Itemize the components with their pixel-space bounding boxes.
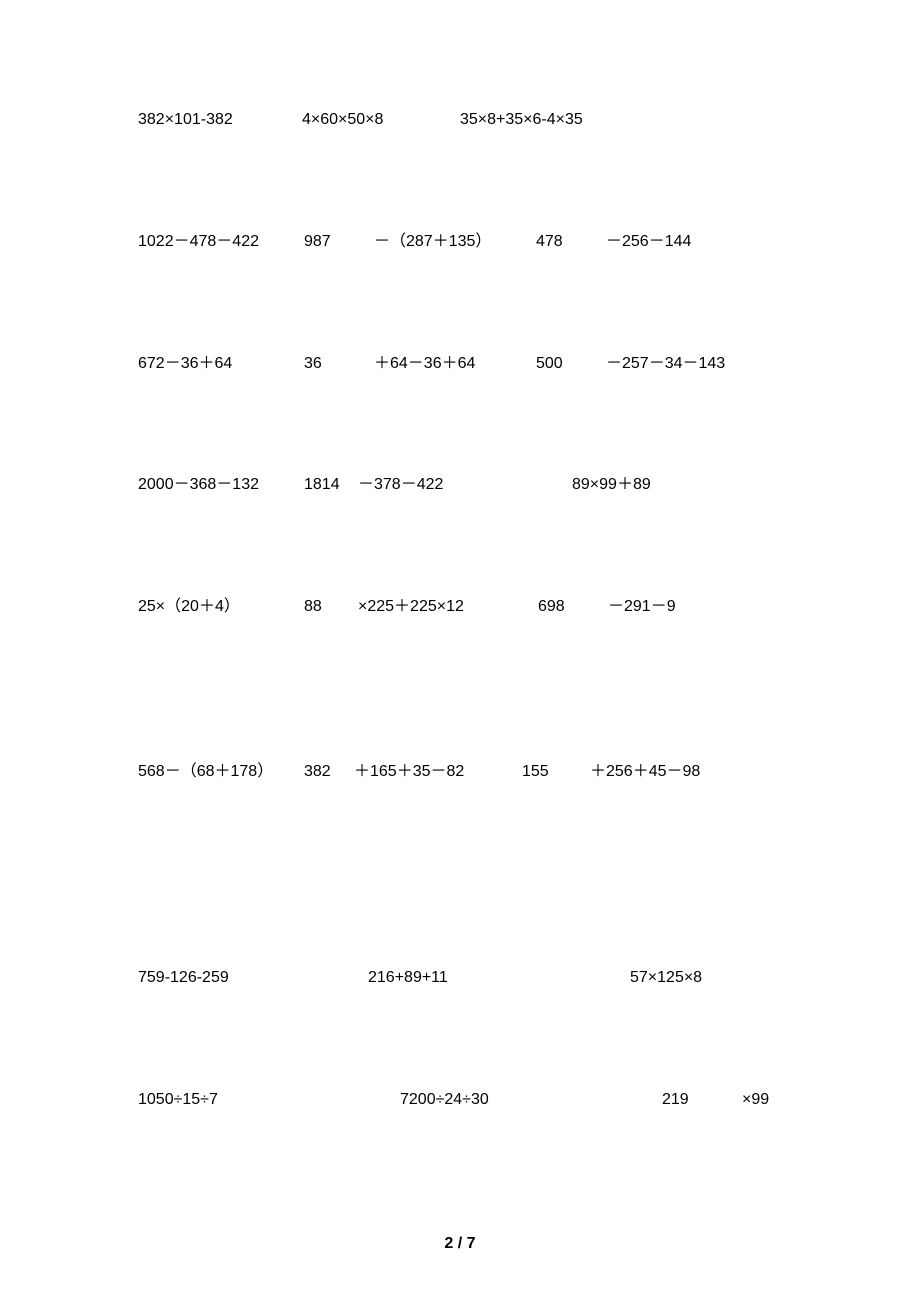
math-expression: 36 bbox=[304, 354, 374, 375]
math-expression: 698 bbox=[538, 597, 608, 618]
math-row: 672－36＋6436＋64－36＋64500－257－34－143 bbox=[138, 354, 820, 375]
math-worksheet-content: 382×101-3824×60×50×835×8+35×6-4×35 1022－4… bbox=[138, 110, 820, 1110]
math-expression: 500 bbox=[536, 354, 606, 375]
math-expression: 478 bbox=[536, 232, 606, 253]
math-expression: 25×（20＋4） bbox=[138, 597, 304, 618]
math-expression: 1814 bbox=[304, 475, 358, 496]
math-row: 1022－478－422987－（287＋135）478－256－144 bbox=[138, 232, 820, 253]
math-expression: 759-126-259 bbox=[138, 968, 368, 989]
math-expression: ＋165＋35－82 bbox=[354, 762, 522, 783]
math-expression: 672－36＋64 bbox=[138, 354, 304, 375]
math-expression: 88 bbox=[304, 597, 358, 618]
math-expression: 155 bbox=[522, 762, 590, 783]
math-row: 25×（20＋4）88×225＋225×12698－291－9 bbox=[138, 597, 820, 618]
math-expression: 2000－368－132 bbox=[138, 475, 304, 496]
math-expression: －378－422 bbox=[358, 475, 572, 496]
math-expression: 35×8+35×6-4×35 bbox=[460, 110, 660, 131]
math-expression: 382 bbox=[304, 762, 354, 783]
math-expression: 4×60×50×8 bbox=[302, 110, 460, 131]
math-expression: ×225＋225×12 bbox=[358, 597, 538, 618]
math-row: 568－（68＋178）382＋165＋35－82155＋256＋45－98 bbox=[138, 762, 820, 783]
math-expression: －291－9 bbox=[608, 597, 728, 618]
math-expression: 987 bbox=[304, 232, 374, 253]
page-footer: 2 / 7 bbox=[0, 1235, 920, 1253]
math-expression: －257－34－143 bbox=[606, 354, 756, 375]
math-expression: 568－（68＋178） bbox=[138, 762, 304, 783]
math-row: 382×101-3824×60×50×835×8+35×6-4×35 bbox=[138, 110, 820, 131]
math-expression: 1022－478－422 bbox=[138, 232, 304, 253]
math-expression: 216+89+11 bbox=[368, 968, 630, 989]
math-row: 1050÷15÷77200÷24÷30219×99 bbox=[138, 1090, 820, 1111]
math-expression: ×99 bbox=[742, 1090, 802, 1111]
page: 382×101-3824×60×50×835×8+35×6-4×35 1022－4… bbox=[0, 0, 920, 1303]
math-expression: 7200÷24÷30 bbox=[400, 1090, 662, 1111]
math-expression: 382×101-382 bbox=[138, 110, 302, 131]
math-expression: 57×125×8 bbox=[630, 968, 770, 989]
math-expression: ＋256＋45－98 bbox=[590, 762, 740, 783]
math-row: 2000－368－1321814－378－42289×99＋89 bbox=[138, 475, 820, 496]
math-expression: 89×99＋89 bbox=[572, 475, 712, 496]
math-expression: 1050÷15÷7 bbox=[138, 1090, 400, 1111]
math-expression: －256－144 bbox=[606, 232, 726, 253]
math-row: 759-126-259216+89+1157×125×8 bbox=[138, 968, 820, 989]
math-expression: 219 bbox=[662, 1090, 742, 1111]
math-expression: ＋64－36＋64 bbox=[374, 354, 536, 375]
math-expression: －（287＋135） bbox=[374, 232, 536, 253]
